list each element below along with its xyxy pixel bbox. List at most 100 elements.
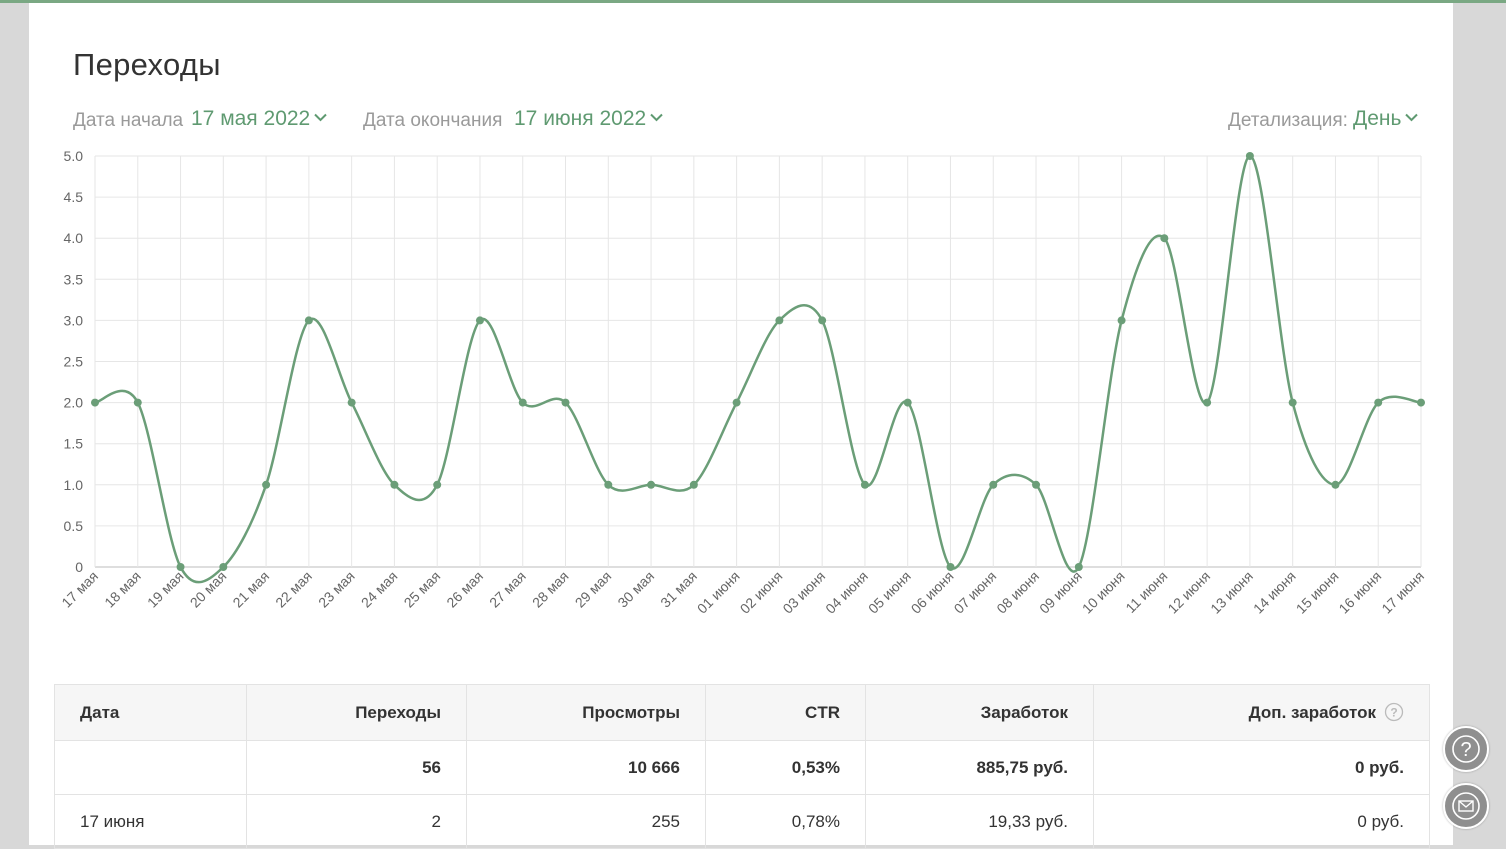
x-tick-label: 11 июня [1122,568,1170,616]
x-tick-label: 25 мая [401,568,444,611]
data-point [1203,398,1212,407]
data-point [903,398,912,407]
x-tick-label: 30 мая [614,568,657,611]
y-axis-labels: 0 0.5 1.0 1.5 2.0 2.5 3.0 3.5 4.0 4.5 5.0 [64,148,84,575]
row-ctr-cell: 0,78% [705,794,866,849]
x-tick-label: 03 июня [779,568,828,617]
x-tick-label: 12 июня [1164,568,1213,617]
x-tick-label: 26 мая [443,568,486,611]
x-tick-label: 29 мая [572,568,615,611]
row-views-cell: 255 [466,794,706,849]
y-tick-label: 5.0 [64,148,84,164]
x-tick-label: 23 мая [315,568,358,611]
series-points [91,152,1425,571]
page-title: Переходы [73,47,221,82]
x-tick-label: 06 июня [908,568,957,617]
table-row: 17 июня 2 255 0,78% 19,33 руб. 0 руб. [54,794,1430,849]
x-tick-label: 02 июня [737,568,786,617]
row-extra-earnings-cell: 0 руб. [1093,794,1430,849]
table-total-row: 56 10 666 0,53% 885,75 руб. 0 руб. [54,740,1430,795]
transitions-line-chart: 0 0.5 1.0 1.5 2.0 2.5 3.0 3.5 4.0 4.5 5.0 17 мая 18… [58,148,1427,617]
y-tick-label: 0 [75,559,83,575]
x-axis-labels: 17 мая 18 мая 19 мая 20 мая 21 мая 22 мая 23 м… [58,568,1427,617]
row-transitions-cell: 2 [246,794,467,849]
column-header-date[interactable]: Дата [54,684,247,741]
y-tick-label: 4.5 [64,189,84,205]
end-date-value: 17 июня 2022 [514,107,647,130]
x-tick-label: 04 июня [822,568,871,617]
y-tick-label: 2.0 [64,395,84,411]
row-earnings-cell: 19,33 руб. [865,794,1094,849]
end-date-label: Дата окончания [363,110,503,131]
table-header-row: Дата Переходы Просмотры CTR Заработок До… [54,684,1430,741]
y-tick-label: 1.5 [64,436,84,452]
data-point [304,316,313,325]
question-circle-icon[interactable]: ? [1384,702,1404,722]
data-point [1074,563,1083,571]
help-button[interactable]: ? [1443,726,1489,772]
total-views-cell: 10 666 [466,740,706,795]
start-date-label: Дата начала [73,110,184,131]
series-line [94,154,1422,584]
x-tick-label: 16 июня [1335,568,1384,617]
start-date-dropdown[interactable]: 17 мая 2022 [191,107,327,131]
total-extra-earnings-cell: 0 руб. [1093,740,1430,795]
chevron-down-icon [650,114,663,122]
total-earnings-cell: 885,75 руб. [865,740,1094,795]
data-point [1160,234,1169,243]
x-tick-label: 13 июня [1207,568,1256,617]
detail-dropdown[interactable]: День [1353,107,1419,131]
data-point [818,316,827,325]
x-tick-label: 17 июня [1378,568,1427,617]
row-date-cell: 17 июня [54,794,247,849]
mail-button[interactable] [1443,783,1489,829]
y-tick-label: 3.0 [64,312,84,328]
detail-value: День [1353,107,1402,130]
data-point [518,398,527,407]
help-icon: ? [1452,735,1480,763]
x-tick-label: 08 июня [993,568,1042,617]
data-point [1032,480,1041,489]
data-point [1374,398,1383,407]
x-tick-label: 09 июня [1036,568,1085,617]
total-date-cell [54,740,247,795]
mail-icon [1452,792,1480,820]
x-tick-label: 15 июня [1293,568,1342,617]
top-accent-bar [0,0,1506,3]
x-tick-label: 22 мая [272,568,315,611]
x-tick-label: 14 июня [1250,568,1299,617]
data-point [475,316,484,325]
x-tick-label: 19 мая [144,568,187,611]
data-point [1117,316,1126,325]
x-tick-label: 20 мая [187,568,230,611]
data-point [689,480,698,489]
x-tick-label: 21 мая [229,568,272,611]
total-ctr-cell: 0,53% [705,740,866,795]
data-point [647,480,656,489]
data-point [219,563,228,571]
svg-text:?: ? [1460,739,1471,761]
column-header-transitions[interactable]: Переходы [246,684,467,741]
x-tick-label: 05 июня [865,568,914,617]
data-point [347,398,356,407]
end-date-dropdown[interactable]: 17 июня 2022 [514,107,663,131]
data-point [1245,152,1254,160]
svg-text:?: ? [1390,705,1397,719]
data-point [176,563,185,571]
data-point [390,480,399,489]
data-point [946,563,955,571]
stats-table: Дата Переходы Просмотры CTR Заработок До… [54,684,1430,849]
data-point [1331,480,1340,489]
column-header-views[interactable]: Просмотры [466,684,706,741]
x-tick-label: 27 мая [486,568,529,611]
y-tick-label: 0.5 [64,518,84,534]
y-tick-label: 4.0 [64,230,84,246]
column-header-ctr[interactable]: CTR [705,684,866,741]
x-tick-label: 28 мая [529,568,572,611]
column-header-earnings[interactable]: Заработок [865,684,1094,741]
data-point [262,480,271,489]
data-point [561,398,570,407]
x-tick-label: 24 мая [358,568,401,611]
column-header-extra-earnings[interactable]: Доп. заработок? [1093,684,1430,741]
chevron-down-icon [1405,114,1419,122]
